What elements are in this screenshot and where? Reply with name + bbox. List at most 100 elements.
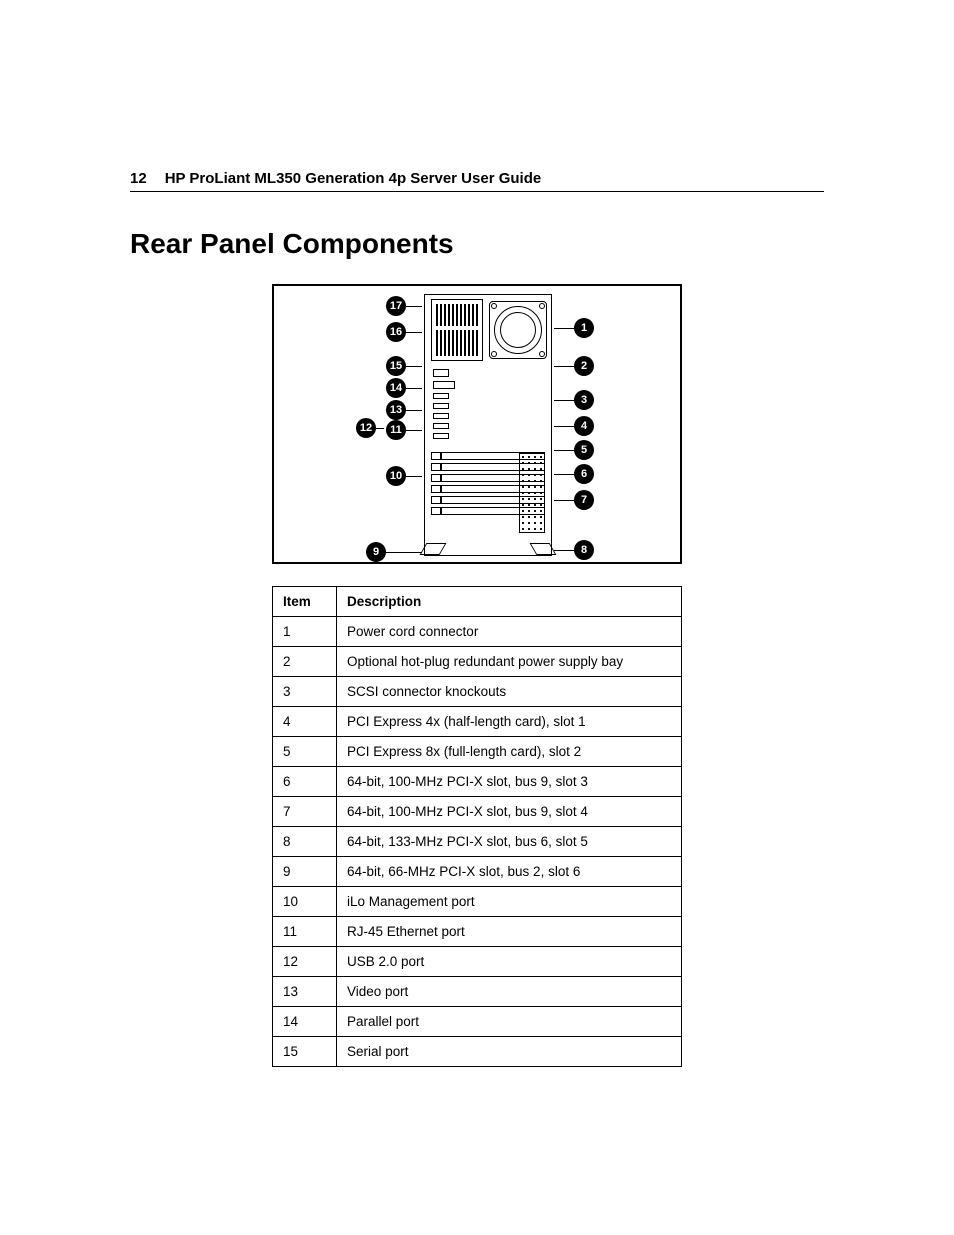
rear-panel-diagram: 1234567891011121314151617 (272, 284, 682, 564)
page-number: 12 (130, 170, 147, 187)
cell-description: 64-bit, 133-MHz PCI-X slot, bus 6, slot … (337, 827, 682, 857)
callout-bubble: 2 (574, 356, 594, 376)
callout-bubble: 16 (386, 322, 406, 342)
cell-item: 1 (273, 617, 337, 647)
fan-screw-icon (491, 303, 497, 309)
cell-description: 64-bit, 100-MHz PCI-X slot, bus 9, slot … (337, 797, 682, 827)
col-header-item: Item (273, 587, 337, 617)
table-row: 5PCI Express 8x (full-length card), slot… (273, 737, 682, 767)
callout-bubble: 17 (386, 296, 406, 316)
table-header-row: Item Description (273, 587, 682, 617)
leader-line (554, 550, 574, 551)
cell-description: Optional hot-plug redundant power supply… (337, 647, 682, 677)
callout-bubble: 15 (386, 356, 406, 376)
table-row: 4PCI Express 4x (half-length card), slot… (273, 707, 682, 737)
col-header-description: Description (337, 587, 682, 617)
callout-bubble: 8 (574, 540, 594, 560)
fan-screw-icon (539, 351, 545, 357)
cell-description: PCI Express 8x (full-length card), slot … (337, 737, 682, 767)
table-row: 15Serial port (273, 1037, 682, 1067)
table-row: 12USB 2.0 port (273, 947, 682, 977)
table-row: 3SCSI connector knockouts (273, 677, 682, 707)
leader-line (554, 366, 574, 367)
table-row: 864-bit, 133-MHz PCI-X slot, bus 6, slot… (273, 827, 682, 857)
table-row: 14Parallel port (273, 1007, 682, 1037)
leader-line (554, 500, 574, 501)
table-row: 664-bit, 100-MHz PCI-X slot, bus 9, slot… (273, 767, 682, 797)
table-row: 764-bit, 100-MHz PCI-X slot, bus 9, slot… (273, 797, 682, 827)
port-icon (433, 413, 449, 419)
callout-bubble: 4 (574, 416, 594, 436)
callout-bubble: 7 (574, 490, 594, 510)
leader-line (376, 428, 384, 429)
cell-item: 15 (273, 1037, 337, 1067)
cell-description: Video port (337, 977, 682, 1007)
cell-item: 6 (273, 767, 337, 797)
cell-item: 4 (273, 707, 337, 737)
table-row: 10iLo Management port (273, 887, 682, 917)
leader-line (406, 410, 422, 411)
callout-bubble: 13 (386, 400, 406, 420)
cell-item: 10 (273, 887, 337, 917)
leader-line (554, 426, 574, 427)
io-column (433, 365, 449, 443)
leader-line (386, 552, 422, 553)
callout-bubble: 6 (574, 464, 594, 484)
leader-line (406, 476, 422, 477)
cell-item: 13 (273, 977, 337, 1007)
cell-description: PCI Express 4x (half-length card), slot … (337, 707, 682, 737)
cell-item: 12 (273, 947, 337, 977)
components-table: Item Description 1Power cord connector2O… (272, 586, 682, 1067)
vent-grille-icon (519, 453, 545, 533)
leader-line (406, 388, 422, 389)
fan-icon (489, 301, 547, 359)
cell-item: 7 (273, 797, 337, 827)
callout-bubble: 5 (574, 440, 594, 460)
table-row: 964-bit, 66-MHz PCI-X slot, bus 2, slot … (273, 857, 682, 887)
cell-description: iLo Management port (337, 887, 682, 917)
leader-line (406, 306, 422, 307)
leader-line (554, 450, 574, 451)
foot-icon (420, 543, 447, 555)
cell-item: 2 (273, 647, 337, 677)
callout-bubble: 9 (366, 542, 386, 562)
leader-line (406, 430, 422, 431)
leader-line (554, 474, 574, 475)
table-row: 1Power cord connector (273, 617, 682, 647)
cell-description: 64-bit, 66-MHz PCI-X slot, bus 2, slot 6 (337, 857, 682, 887)
cell-item: 3 (273, 677, 337, 707)
callout-bubble: 11 (386, 420, 406, 440)
cell-item: 9 (273, 857, 337, 887)
leader-line (554, 400, 574, 401)
fan-screw-icon (491, 351, 497, 357)
figure-container: 1234567891011121314151617 (130, 284, 824, 564)
page-header: 12 HP ProLiant ML350 Generation 4p Serve… (130, 170, 824, 192)
cell-item: 11 (273, 917, 337, 947)
port-icon (433, 433, 449, 439)
cell-description: 64-bit, 100-MHz PCI-X slot, bus 9, slot … (337, 767, 682, 797)
cell-item: 14 (273, 1007, 337, 1037)
psu-icon (431, 299, 483, 361)
leader-line (406, 332, 422, 333)
cell-description: Power cord connector (337, 617, 682, 647)
callout-bubble: 14 (386, 378, 406, 398)
cell-description: Parallel port (337, 1007, 682, 1037)
callout-bubble: 3 (574, 390, 594, 410)
leader-line (554, 328, 574, 329)
document-title: HP ProLiant ML350 Generation 4p Server U… (165, 170, 542, 187)
table-container: Item Description 1Power cord connector2O… (130, 586, 824, 1067)
foot-icon (530, 543, 557, 555)
cell-description: Serial port (337, 1037, 682, 1067)
cell-item: 5 (273, 737, 337, 767)
callout-bubble: 12 (356, 418, 376, 438)
callout-bubble: 1 (574, 318, 594, 338)
table-row: 13Video port (273, 977, 682, 1007)
chassis-outline (424, 294, 552, 556)
cell-description: USB 2.0 port (337, 947, 682, 977)
port-icon (433, 393, 449, 399)
page: 12 HP ProLiant ML350 Generation 4p Serve… (0, 0, 954, 1235)
table-row: 2Optional hot-plug redundant power suppl… (273, 647, 682, 677)
cell-description: SCSI connector knockouts (337, 677, 682, 707)
cell-description: RJ-45 Ethernet port (337, 917, 682, 947)
fan-screw-icon (539, 303, 545, 309)
